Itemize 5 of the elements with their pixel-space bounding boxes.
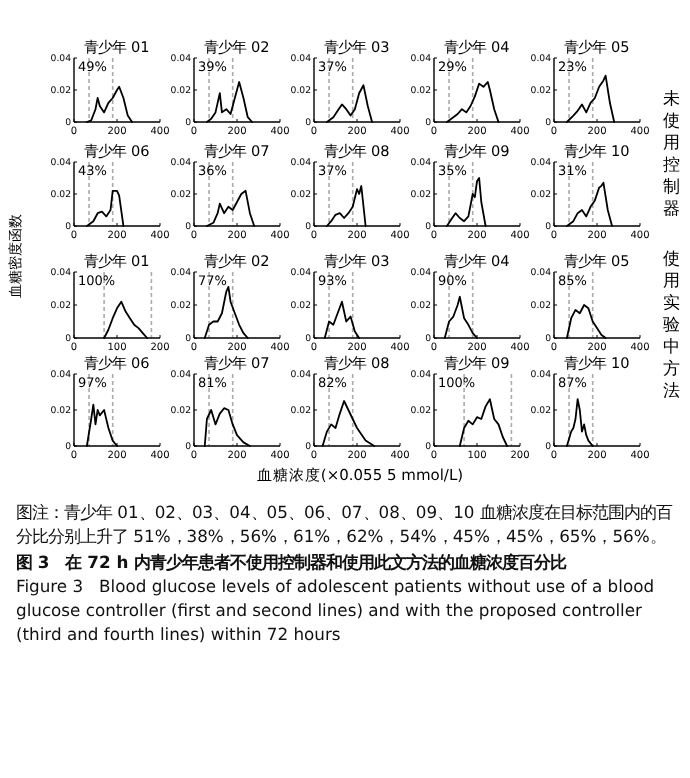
caption: Figure 3 Blood glucose levels of adolescent patients without use of a blood glucose controller (first and second lines) and with the proposed controller (third and fourth lines) within 72 hours xyxy=(16,573,657,648)
text: 图注：青少年 01、02、03、04、05、06、07、08、09、10 血糖浓度在目标范围内的百分比分别上升了 51%，38%，56%，61%，62%，54%，45%，45%，65%，56%。 xyxy=(16,500,675,550)
caption: 图 3 在 72 h 内青少年患者不使用控制器和使用此文方法的血糖浓度百分比 xyxy=(16,549,569,574)
text: 未使用控制器 xyxy=(663,88,681,220)
text: 使用实验中方法 xyxy=(663,248,681,402)
